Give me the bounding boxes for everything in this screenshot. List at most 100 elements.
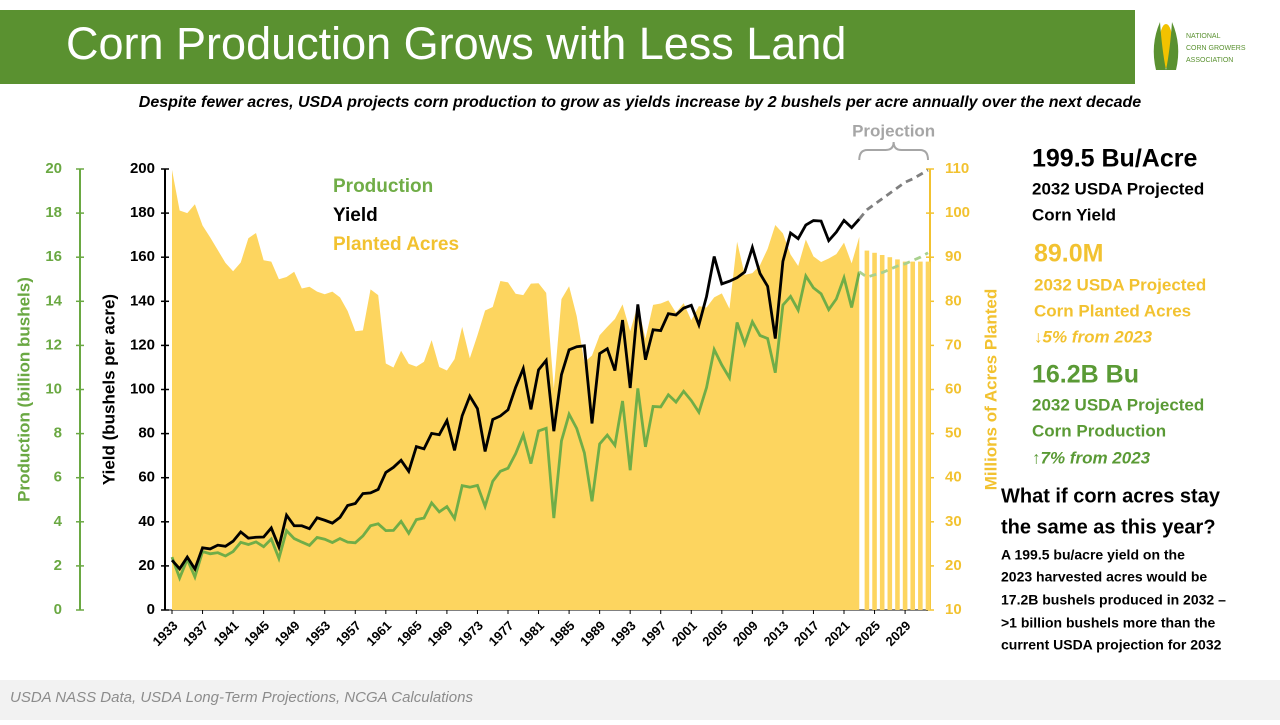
x-tick-label: 1937	[180, 618, 211, 649]
projected-bar	[895, 259, 900, 610]
note-line: >1 billion bushels more than the	[1001, 615, 1216, 631]
side-panel: 199.5 Bu/Acre 2032 USDA Projected Corn Y…	[1001, 145, 1226, 653]
y-tick-label: 200	[130, 160, 155, 177]
x-tick-label: 1945	[241, 618, 272, 649]
projection-label: Projection	[852, 121, 935, 140]
y-tick-label: 160	[130, 248, 155, 265]
x-tick-label: 1989	[577, 618, 608, 649]
legend-entry: Production	[333, 176, 433, 197]
note-line: 17.2B bushels produced in 2032 –	[1001, 592, 1226, 608]
y-tick-label: 50	[945, 425, 962, 442]
y-tick-label: 120	[130, 336, 155, 353]
y-tick-label: 4	[54, 513, 63, 530]
y-tick-label: 100	[945, 204, 970, 221]
x-tick-label: 2025	[852, 618, 883, 649]
y-tick-label: 0	[147, 601, 155, 618]
x-tick-label: 1997	[638, 618, 669, 649]
note-line: A 199.5 bu/acre yield on the	[1001, 547, 1185, 563]
x-tick-label: 1957	[333, 618, 364, 649]
y-tick-label: 40	[138, 513, 155, 530]
x-tick-label: 2005	[699, 618, 730, 649]
x-tick-label: 1961	[363, 618, 394, 649]
projected-bar	[910, 261, 916, 610]
axis-title: Yield (bushels per acre)	[99, 294, 118, 485]
headline: 16.2B Bu	[1032, 361, 1139, 389]
logo: NATIONAL CORN GROWERS ASSOCIATION	[1153, 22, 1246, 70]
y-tick-label: 140	[130, 292, 155, 309]
x-tick-label: 2029	[883, 618, 914, 649]
projected-bar	[879, 254, 885, 610]
title: Corn Production Grows with Less Land	[66, 18, 846, 69]
x-tick-label: 2013	[760, 618, 791, 649]
y-tick-label: 180	[130, 204, 155, 221]
x-tick-label: 1977	[485, 618, 516, 649]
change: ↑7% from 2023	[1032, 448, 1151, 467]
line	[170, 218, 861, 573]
x-tick-label: 1985	[547, 618, 578, 649]
legend-entry: Planted Acres	[333, 234, 459, 255]
subtitle: Despite fewer acres, USDA projects corn …	[139, 94, 1142, 111]
x-tick-label: 2001	[669, 618, 700, 649]
logo-text: ASSOCIATION	[1186, 57, 1233, 64]
x-tick-label: 1965	[394, 618, 425, 649]
x-tick-label: 1933	[149, 618, 180, 649]
header-bar	[0, 10, 1135, 84]
note-line: 2023 harvested acres would be	[1001, 569, 1207, 585]
question: What if corn acres stay	[1001, 485, 1221, 507]
y-tick-label: 80	[138, 425, 155, 442]
y-tick-label: 30	[945, 513, 962, 530]
y-tick-label: 0	[54, 601, 62, 618]
logo-text: NATIONAL	[1186, 33, 1221, 40]
note-line: 2032 USDA Projected	[1032, 395, 1204, 414]
projected-line	[858, 251, 929, 279]
logo-text: CORN GROWERS	[1186, 45, 1246, 52]
line	[170, 271, 861, 582]
x-tick-label: 1969	[424, 618, 455, 649]
note-line: Corn Planted Acres	[1034, 301, 1191, 320]
y-tick-label: 20	[138, 557, 155, 574]
x-tick-label: 2017	[791, 618, 822, 649]
y-tick-label: 12	[45, 336, 62, 353]
projected-line	[858, 168, 929, 220]
projected-bar	[902, 261, 908, 610]
y-tick-label: 70	[945, 336, 962, 353]
projected-bar	[918, 261, 923, 610]
axis-title: Millions of Acres Planted	[981, 289, 1000, 491]
y-tick-label: 18	[45, 204, 62, 221]
headline: 89.0M	[1034, 240, 1103, 268]
y-tick-label: 6	[54, 469, 62, 486]
projected-bar	[872, 252, 877, 611]
y-tick-label: 90	[945, 248, 962, 265]
y-tick-label: 10	[945, 601, 962, 618]
y-tick-label: 60	[138, 469, 155, 486]
x-tick-label: 1949	[272, 618, 303, 649]
change: ↓5% from 2023	[1034, 327, 1153, 346]
y-tick-label: 10	[45, 380, 62, 397]
y-tick-label: 8	[54, 425, 62, 442]
x-tick-label: 1953	[302, 618, 333, 649]
x-tick-label: 1941	[211, 618, 242, 649]
projected-bar	[864, 250, 870, 610]
headline: 199.5 Bu/Acre	[1032, 145, 1197, 173]
note-line: current USDA projection for 2032	[1001, 637, 1222, 653]
y-tick-label: 16	[45, 248, 62, 265]
axis-title: Production (billion bushels)	[14, 277, 33, 502]
y-tick-label: 40	[945, 469, 962, 486]
footer-bar	[0, 680, 1280, 720]
projected-bar	[887, 257, 893, 610]
y-tick-label: 110	[945, 160, 969, 177]
y-tick-label: 100	[130, 380, 155, 397]
note-line: 2032 USDA Projected	[1032, 179, 1204, 198]
note-line: 2032 USDA Projected	[1034, 275, 1206, 294]
x-tick-label: 2009	[730, 618, 761, 649]
note-line: Corn Production	[1032, 421, 1166, 440]
projected-bar	[925, 261, 931, 610]
y-tick-label: 20	[945, 557, 962, 574]
y-tick-label: 80	[945, 292, 962, 309]
x-tick-label: 2021	[821, 618, 852, 649]
legend-entry: Yield	[333, 205, 378, 226]
y-tick-label: 20	[45, 160, 62, 177]
